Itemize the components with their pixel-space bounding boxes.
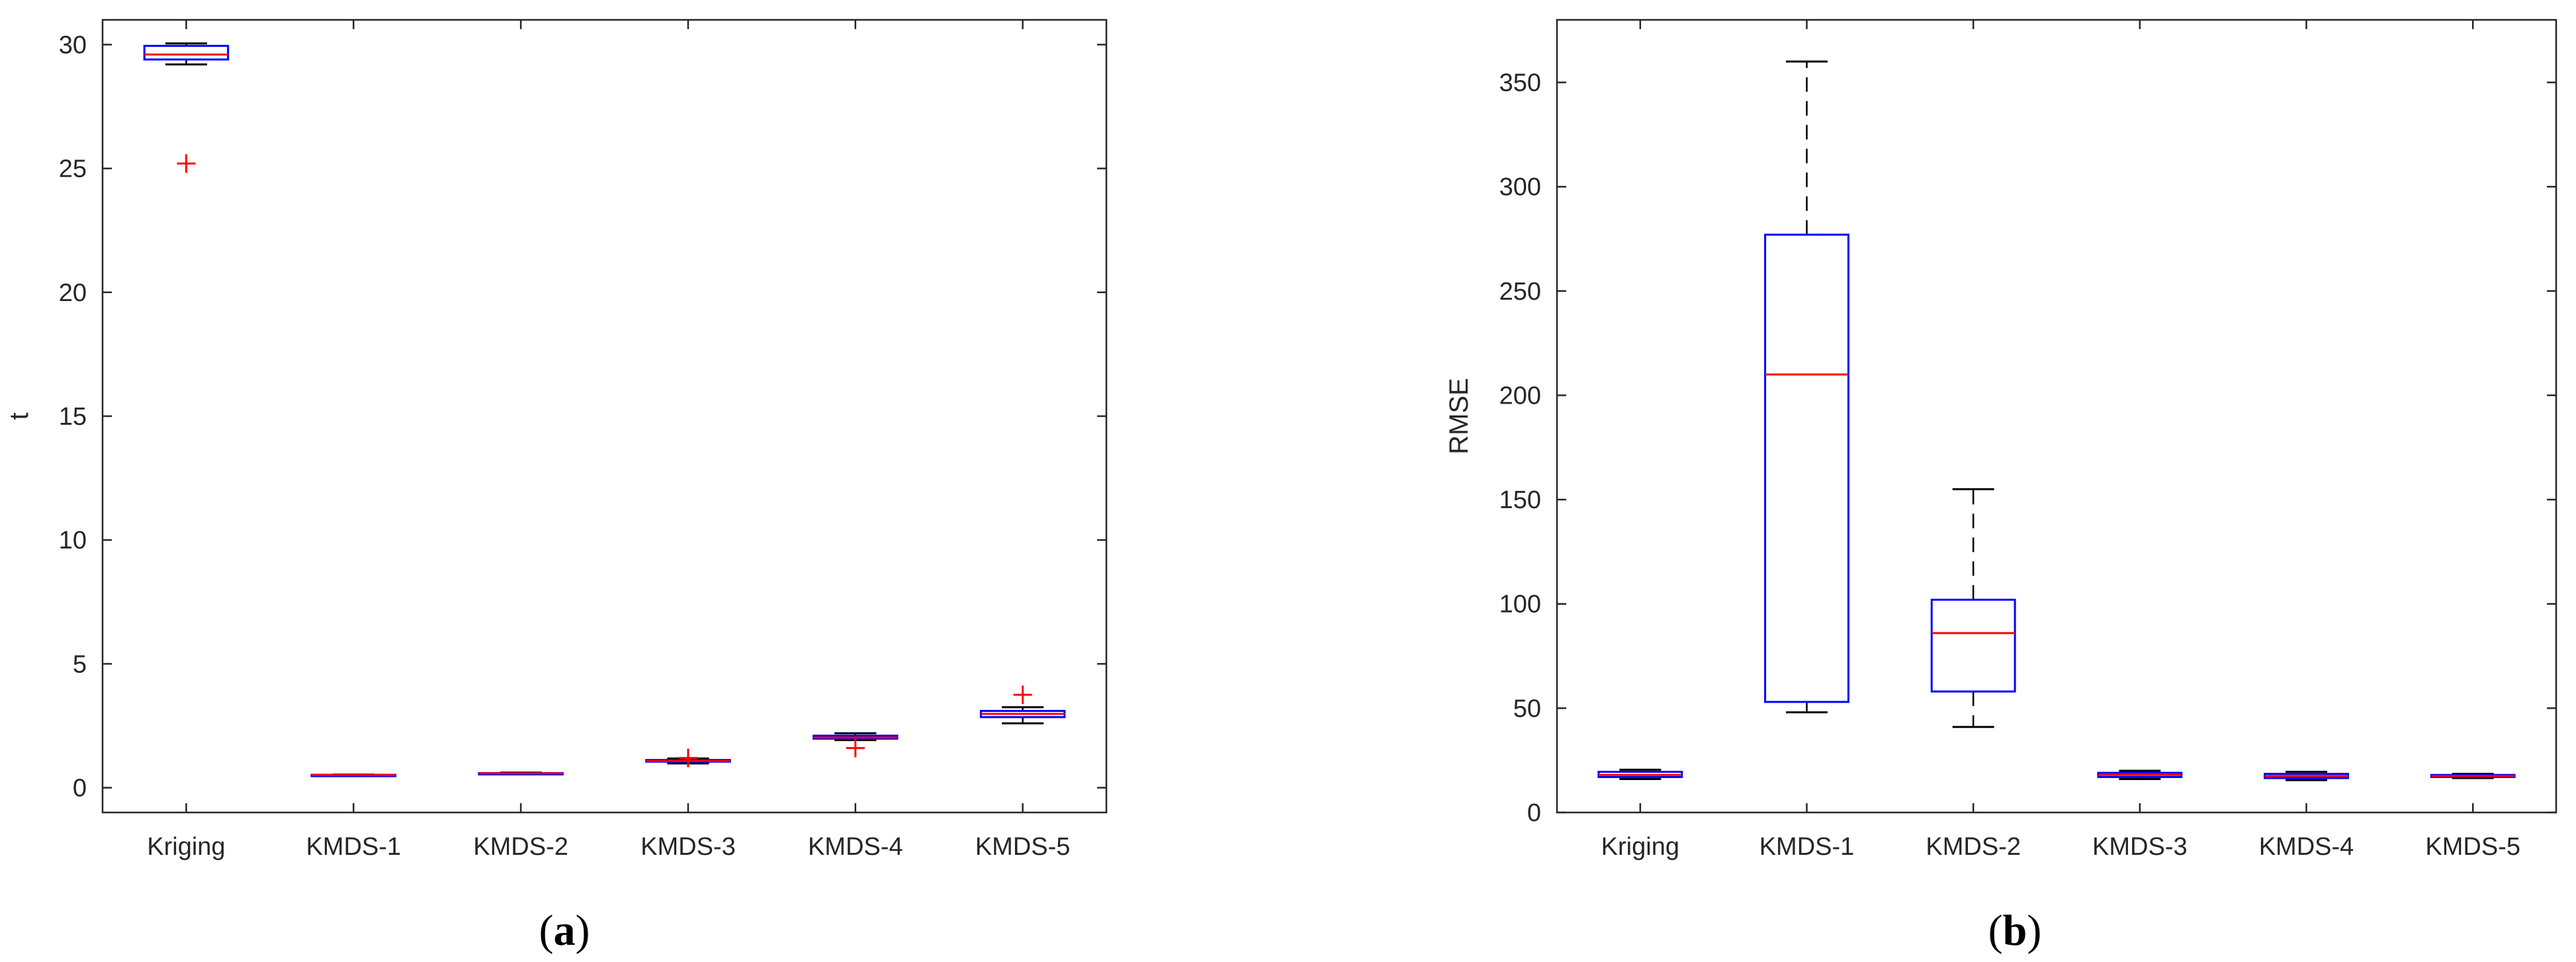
panel-b-y-tick-label: 350: [1499, 69, 1541, 97]
panel-a-caption-label: (a): [539, 906, 590, 955]
panel-a-y-tick-label: 20: [59, 279, 87, 307]
outlier-marker: [846, 738, 865, 758]
panel-b-y-tick-label: 0: [1527, 799, 1541, 827]
iqr-box: [1764, 234, 1849, 703]
panel-b-caption-letter: b: [2003, 906, 2027, 955]
panel-b-boxplot: 0 50 100 150 200 250 300 350 Kriging KMDS-1 KMDS-2…: [1444, 19, 2557, 955]
panel-a-y-tick-label: 30: [59, 31, 87, 59]
panel-b-y-tick-label: 50: [1513, 695, 1541, 722]
panel-a-box-kriging: [143, 42, 230, 173]
panel-b-y-tick-label: 250: [1499, 278, 1541, 306]
panel-b-y-tick-label: 100: [1499, 591, 1541, 619]
panel-a-y-tick-label: 5: [73, 650, 87, 678]
outlier-marker: [177, 154, 196, 173]
panel-a-caption-close: ): [576, 906, 590, 955]
panel-b-y-axis-label: RMSE: [1444, 378, 1474, 455]
panel-a-y-tick-label: 0: [73, 775, 87, 803]
panel-b-box-kmds-1: [1764, 60, 1849, 714]
panel-a-x-tick-label: KMDS-1: [306, 833, 401, 861]
panel-b-x-tick-label: KMDS-1: [1759, 833, 1855, 861]
panel-a-x-tick-label: KMDS-3: [641, 833, 736, 861]
panel-a-x-tick-label: KMDS-2: [473, 833, 568, 861]
panel-b-box-kmds-4: [2264, 771, 2349, 781]
panel-b-box-kmds-3: [2097, 769, 2183, 781]
panel-a-x-tick-label: KMDS-4: [808, 833, 903, 861]
panel-a-x-tick-label: KMDS-5: [975, 833, 1071, 861]
panel-a-box-kmds-3: [645, 748, 731, 767]
outlier-marker: [678, 748, 697, 767]
panel-b-x-tick-label: KMDS-3: [2092, 833, 2188, 861]
panel-a-boxplot: 0 5 10 15 20 25 30 Kriging KMDS-1 KMDS-2 KMDS-3 KMD…: [5, 19, 1108, 955]
panel-b-x-tick-label: Kriging: [1601, 833, 1679, 861]
panel-b-y-tick-label: 300: [1499, 173, 1541, 201]
panel-b-x-tick-label: KMDS-2: [1926, 833, 2021, 861]
panel-b-caption-close: ): [2027, 906, 2041, 955]
outlier-marker: [1013, 685, 1032, 705]
iqr-box: [143, 44, 230, 61]
panel-a-y-tick-label: 15: [59, 403, 87, 431]
panel-a-caption-open: (: [539, 906, 554, 955]
panel-a-y-axis-label: t: [5, 412, 34, 419]
panel-b-box-kmds-5: [2430, 773, 2516, 779]
panel-b-caption-open: (: [1988, 906, 2003, 955]
panel-b-y-tick-label: 150: [1499, 486, 1541, 514]
panel-a-box-kmds-4: [813, 732, 899, 758]
panel-a-y-tick-label: 25: [59, 155, 87, 183]
panel-a-caption-letter: a: [554, 906, 576, 955]
panel-a-y-tick-label: 10: [59, 527, 87, 554]
panel-a-axes-frame: [101, 19, 1108, 814]
panel-a-box-kmds-1: [310, 773, 396, 777]
panel-a-box-kmds-5: [979, 685, 1066, 724]
panel-b-x-tick-label: KMDS-4: [2259, 833, 2354, 861]
panel-b-box-kriging: [1597, 768, 1683, 781]
panel-a-x-tick-label: Kriging: [147, 833, 225, 861]
panel-a-box-kmds-2: [478, 771, 564, 775]
panel-b-caption-label: (b): [1988, 906, 2042, 955]
panel-b-axes-frame: [1556, 19, 2557, 814]
panel-b-box-kmds-2: [1930, 488, 2016, 728]
iqr-box: [1930, 598, 2016, 693]
panel-b-x-tick-label: KMDS-5: [2425, 833, 2520, 861]
panel-b-y-tick-label: 200: [1499, 382, 1541, 410]
